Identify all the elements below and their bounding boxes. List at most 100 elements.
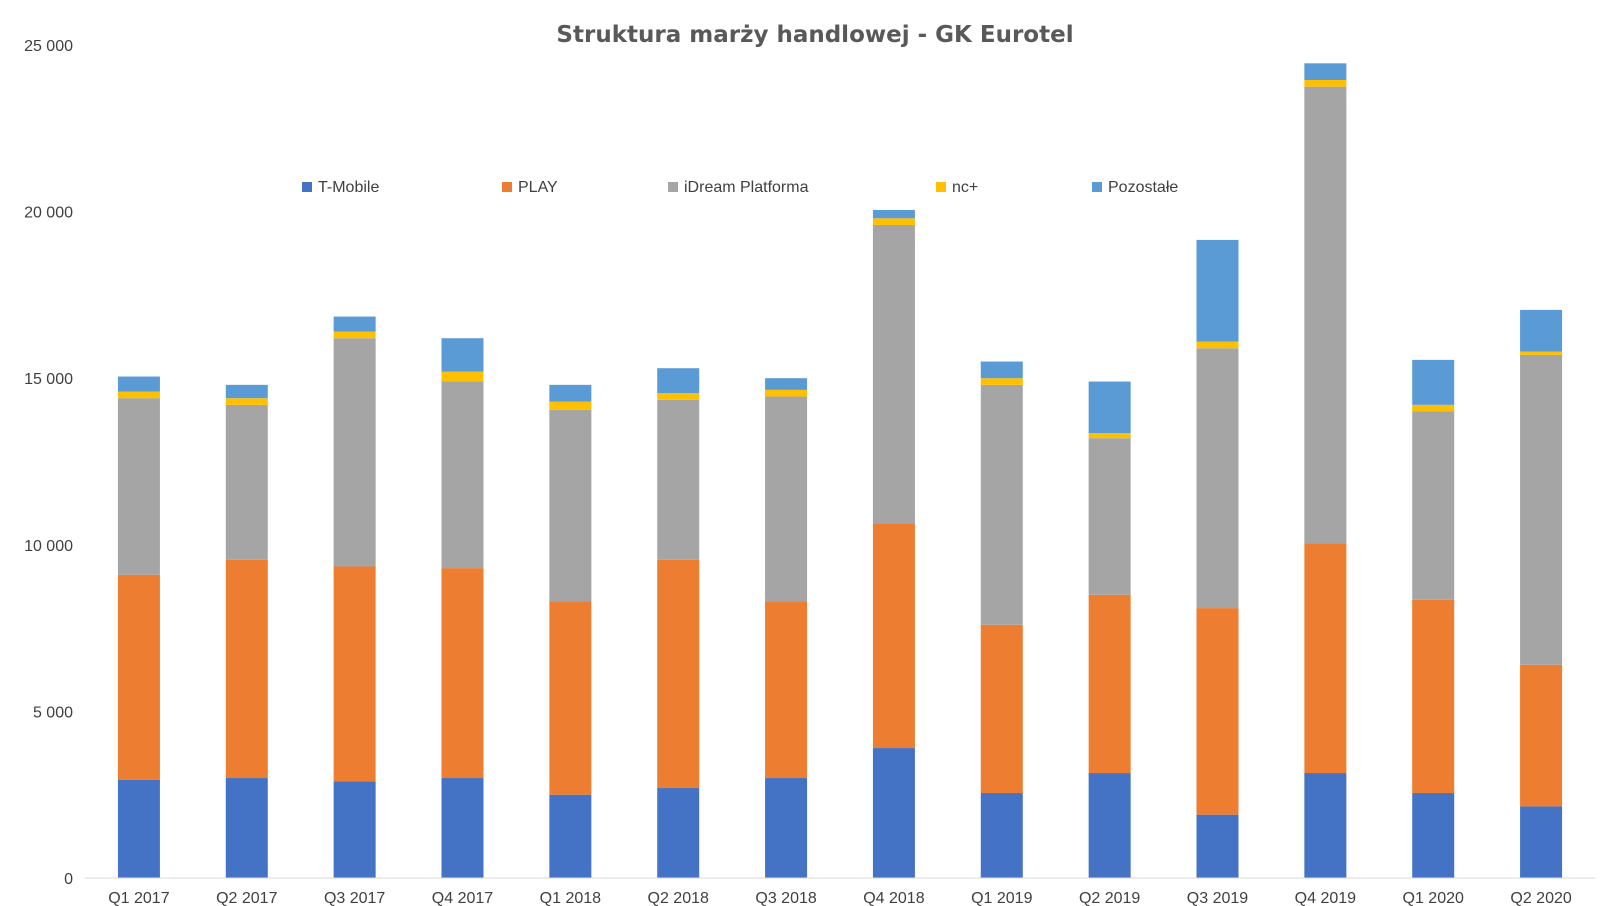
legend-item: T-Mobile	[302, 179, 379, 196]
bar-segment-play	[549, 601, 592, 795]
bar-stack	[872, 209, 915, 878]
x-tick-label: Q2 2019	[1079, 890, 1140, 906]
bar-segment-pozosta-e	[441, 338, 484, 372]
bar-segment-nc	[441, 371, 484, 382]
bar-stack	[765, 378, 808, 878]
bar-segment-idream-platforma	[333, 338, 376, 567]
x-tick-label: Q1 2018	[540, 890, 601, 906]
bar-segment-pozosta-e	[1520, 309, 1563, 352]
x-axis-tick-labels: Q1 2017 Q2 2017 Q3 2017 Q4 2017 Q1 2018 Q2 20…	[108, 890, 1572, 906]
x-tick-label: Q1 2020	[1403, 890, 1464, 906]
bar-segment-idream-platforma	[1304, 86, 1347, 544]
bar-segment-pozosta-e	[872, 209, 915, 219]
bar-segment-t-mobile	[1520, 806, 1563, 878]
bar-segment-idream-platforma	[225, 404, 268, 560]
bar-segment-play	[872, 523, 915, 749]
bar-segment-nc	[333, 331, 376, 339]
bar-stack	[333, 316, 376, 878]
legend-swatch	[502, 182, 512, 192]
bar-segment-play	[1520, 664, 1563, 807]
legend-label: Pozostałe	[1108, 179, 1178, 196]
legend-item: nc+	[936, 179, 978, 196]
bar-stack	[441, 338, 484, 878]
bar-segment-pozosta-e	[1196, 239, 1239, 342]
x-tick-label: Q2 2018	[648, 890, 709, 906]
bar-segment-nc	[765, 389, 808, 397]
bar-stack	[1196, 239, 1239, 878]
bar-segment-pozosta-e	[980, 361, 1023, 379]
bar-segment-t-mobile	[1304, 773, 1347, 878]
bar-segment-idream-platforma	[765, 396, 808, 602]
legend-item: iDream Platforma	[668, 179, 809, 196]
bar-segment-nc	[1520, 351, 1563, 355]
x-tick-label: Q2 2020	[1510, 890, 1571, 906]
legend-label: nc+	[952, 179, 978, 196]
bar-segment-t-mobile	[1196, 814, 1239, 878]
bar-segment-play	[117, 574, 160, 780]
bar-segment-pozosta-e	[657, 368, 700, 394]
bar-segment-nc	[1304, 79, 1347, 87]
legend-item: Pozostałe	[1092, 179, 1178, 196]
bar-stack	[549, 384, 592, 878]
legend: T-Mobile PLAY iDream Platforma nc+ Pozostałe	[302, 179, 1178, 196]
y-tick-label: 15 000	[24, 371, 73, 388]
bar-segment-t-mobile	[441, 778, 484, 878]
y-tick-label: 10 000	[24, 538, 73, 555]
bar-stack	[1520, 309, 1563, 878]
bar-segment-idream-platforma	[549, 409, 592, 602]
bar-segment-t-mobile	[1088, 773, 1131, 878]
bar-segment-play	[1196, 608, 1239, 815]
bar-stack	[1412, 359, 1455, 878]
x-tick-label: Q4 2018	[863, 890, 924, 906]
bar-segment-play	[657, 559, 700, 789]
legend-swatch	[1092, 182, 1102, 192]
bar-segment-t-mobile	[333, 781, 376, 878]
bar-segment-nc	[1196, 341, 1239, 349]
bar-segment-idream-platforma	[980, 384, 1023, 625]
bar-segment-play	[1412, 599, 1455, 794]
bar-segment-t-mobile	[117, 779, 160, 878]
bar-segment-nc	[872, 218, 915, 225]
bar-segment-t-mobile	[1412, 793, 1455, 878]
bar-segment-play	[765, 601, 808, 779]
bars	[117, 63, 1563, 878]
bar-stack	[225, 384, 268, 878]
bar-segment-nc	[1412, 404, 1455, 412]
bar-segment-t-mobile	[225, 778, 268, 878]
legend-label: PLAY	[518, 179, 558, 196]
bar-segment-idream-platforma	[1196, 348, 1239, 609]
chart-title: Struktura marży handlowej - GK Eurotel	[556, 22, 1073, 48]
bar-segment-idream-platforma	[1520, 354, 1563, 665]
legend-swatch	[302, 182, 312, 192]
bar-segment-pozosta-e	[1304, 63, 1347, 80]
bar-segment-idream-platforma	[1412, 411, 1455, 600]
x-tick-label: Q1 2019	[971, 890, 1032, 906]
bar-segment-pozosta-e	[1412, 359, 1455, 405]
bar-segment-play	[980, 624, 1023, 794]
bar-stack	[117, 376, 160, 878]
legend-label: T-Mobile	[318, 179, 379, 196]
x-tick-label: Q4 2017	[432, 890, 493, 906]
legend-item: PLAY	[502, 179, 558, 196]
bar-segment-pozosta-e	[333, 316, 376, 332]
bar-segment-nc	[117, 391, 160, 399]
y-tick-label: 25 000	[24, 38, 73, 55]
y-tick-label: 5 000	[33, 704, 73, 721]
legend-swatch	[668, 182, 678, 192]
bar-segment-nc	[549, 401, 592, 410]
bar-segment-pozosta-e	[1088, 381, 1131, 434]
bar-stack	[980, 361, 1023, 878]
bar-segment-play	[225, 559, 268, 779]
x-tick-label: Q3 2018	[755, 890, 816, 906]
bar-segment-pozosta-e	[225, 384, 268, 399]
bar-segment-play	[1088, 594, 1131, 774]
y-axis-tick-labels: 0 5 000 10 000 15 000 20 000 25 000	[24, 38, 73, 888]
bar-segment-t-mobile	[657, 788, 700, 878]
bar-segment-nc	[657, 393, 700, 400]
bar-segment-t-mobile	[872, 748, 915, 878]
x-tick-label: Q3 2019	[1187, 890, 1248, 906]
bar-segment-play	[441, 568, 484, 779]
bar-segment-t-mobile	[765, 778, 808, 878]
bar-segment-pozosta-e	[765, 378, 808, 390]
